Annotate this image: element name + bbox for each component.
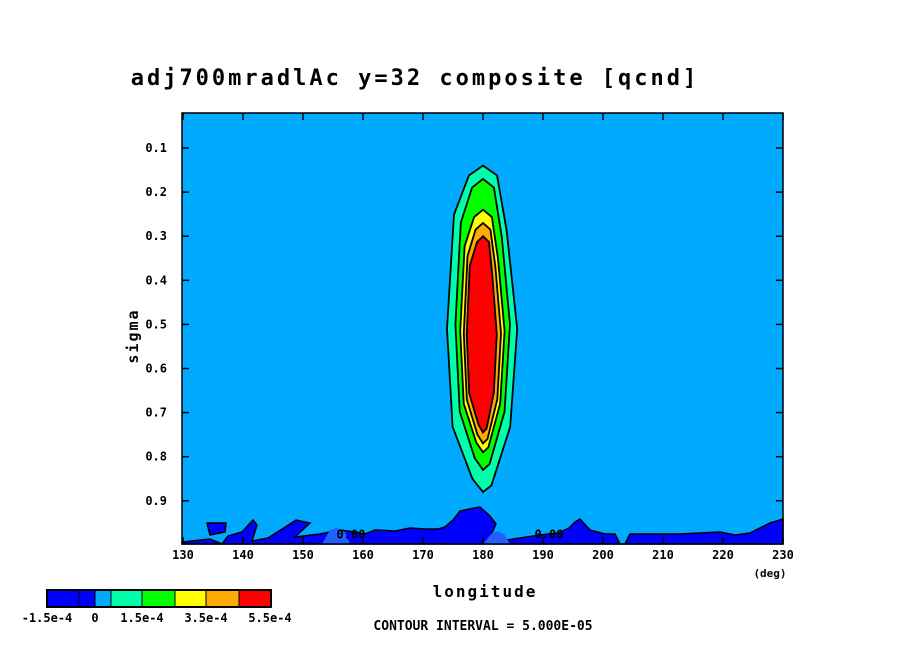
x-tick-label: 230	[772, 548, 794, 562]
y-axis: 0.1 0.2 0.3 0.4 0.5 0.6 0.7 0.8 0.9	[145, 141, 783, 508]
x-tick-label: 200	[592, 548, 614, 562]
contour-labels: 0.00 0.00	[337, 527, 564, 541]
colorbar-swatch	[110, 589, 143, 608]
chart-title: adj700mradlAc y=32 composite [qcnd]	[131, 66, 700, 91]
y-tick-label: 0.2	[145, 185, 167, 199]
colorbar-label: -1.5e-4	[22, 611, 73, 625]
y-tick-label: 0.6	[145, 362, 167, 376]
x-tick-label: 220	[712, 548, 734, 562]
x-tick-label: 160	[352, 548, 374, 562]
colorbar-swatch	[174, 589, 207, 608]
colorbar-swatch	[238, 589, 272, 608]
x-tick-label: 210	[652, 548, 674, 562]
colorbar-label: 1.5e-4	[120, 611, 163, 625]
colorbar-swatch	[94, 589, 112, 608]
y-tick-label: 0.7	[145, 406, 167, 420]
y-tick-label: 0.3	[145, 229, 167, 243]
colorbar: -1.5e-4 0 1.5e-4 3.5e-4 5.5e-4	[22, 589, 292, 625]
x-axis-label: longitude	[433, 582, 538, 601]
x-tick-label: 180	[472, 548, 494, 562]
colorbar-swatch	[141, 589, 176, 608]
colorbar-frame	[46, 589, 272, 608]
y-tick-label: 0.1	[145, 141, 167, 155]
x-axis: 130 140 150 160 170 180 190 200 210 220 230	[172, 113, 794, 562]
weak-negative-bump-1	[322, 528, 350, 544]
negative-region-island	[206, 522, 227, 536]
weak-negative-bump-2	[483, 531, 510, 544]
colorbar-swatch	[78, 589, 96, 608]
x-axis-unit: (deg)	[753, 567, 786, 580]
y-tick-label: 0.5	[145, 317, 167, 331]
y-tick-label: 0.4	[145, 273, 167, 287]
colorbar-swatch	[46, 589, 80, 608]
y-tick-label: 0.8	[145, 450, 167, 464]
y-tick-label: 0.9	[145, 494, 167, 508]
colorbar-label: 0	[91, 611, 98, 625]
colorbar-swatch	[205, 589, 240, 608]
contour-label: 0.00	[337, 527, 366, 541]
colorbar-label: 5.5e-4	[248, 611, 291, 625]
contour-level-4	[465, 234, 498, 434]
y-axis-label: sigma	[124, 308, 142, 363]
colorbar-label: 3.5e-4	[184, 611, 227, 625]
plot-area: 0.00 0.00	[181, 112, 784, 545]
x-tick-label: 150	[292, 548, 314, 562]
contour-label: 0.00	[535, 527, 564, 541]
contour-interval-note: CONTOUR INTERVAL = 5.000E-05	[373, 619, 592, 634]
x-tick-label: 190	[532, 548, 554, 562]
x-tick-label: 170	[412, 548, 434, 562]
contour-levels	[446, 164, 519, 494]
x-tick-label: 140	[232, 548, 254, 562]
x-tick-label: 130	[172, 548, 194, 562]
